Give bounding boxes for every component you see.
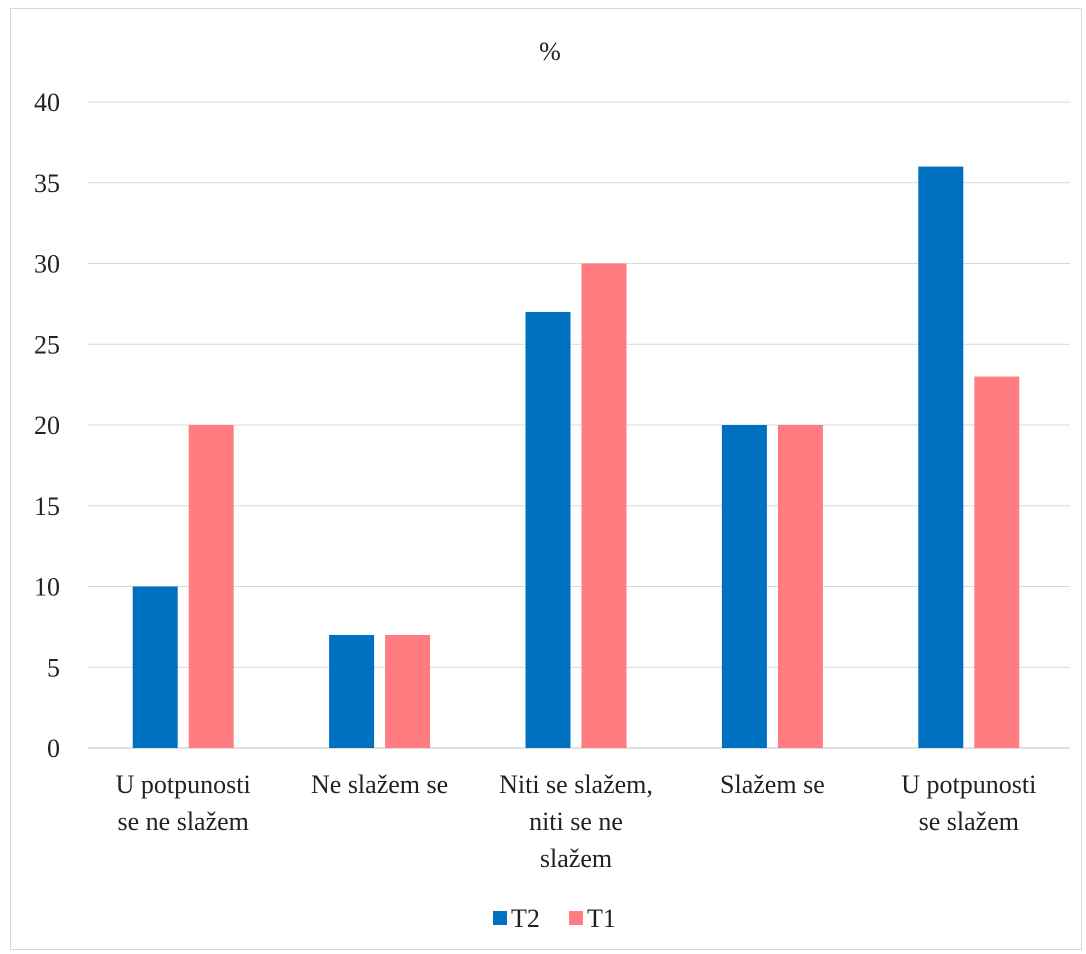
y-axis: 0 5 10 15 20 25 30 35 40: [34, 88, 60, 763]
legend-swatch-t1: [569, 911, 583, 925]
bar-t1-1: [189, 425, 234, 748]
bar-t2-1: [133, 587, 178, 749]
x-tick-label: Ne slažem se: [311, 770, 448, 799]
y-tick-label: 5: [47, 653, 60, 682]
bar-t1-5: [974, 377, 1019, 748]
bar-t1-3: [582, 264, 627, 749]
x-tick-label: niti se ne: [529, 807, 623, 836]
y-tick-label: 25: [34, 330, 60, 359]
chart-title: %: [539, 37, 561, 66]
bar-t2-4: [722, 425, 767, 748]
x-tick-label: Slažem se: [720, 770, 825, 799]
y-tick-label: 40: [34, 88, 60, 117]
y-tick-label: 0: [47, 734, 60, 763]
y-tick-label: 10: [34, 573, 60, 602]
legend: T2 T1: [493, 904, 616, 933]
x-tick-label: Niti se slažem,: [499, 770, 653, 799]
x-axis: U potpunosti se ne slažem Ne slažem se Niti…: [116, 770, 1037, 873]
bar-t1-2: [385, 635, 430, 748]
y-tick-label: 35: [34, 169, 60, 198]
legend-label-t2: T2: [511, 904, 540, 933]
bar-t2-2: [329, 635, 374, 748]
y-tick-label: 20: [34, 411, 60, 440]
x-tick-label: se slažem: [919, 807, 1019, 836]
bar-t2-5: [918, 167, 963, 748]
y-tick-label: 30: [34, 250, 60, 279]
legend-label-t1: T1: [587, 904, 616, 933]
y-tick-label: 15: [34, 492, 60, 521]
bar-t2-3: [526, 312, 571, 748]
x-tick-label: slažem: [540, 844, 612, 873]
x-tick-label: U potpunosti: [116, 770, 251, 799]
x-tick-label: se ne slažem: [118, 807, 249, 836]
x-tick-label: U potpunosti: [901, 770, 1036, 799]
bar-t1-4: [778, 425, 823, 748]
legend-swatch-t2: [493, 911, 507, 925]
bars: [133, 167, 1020, 748]
